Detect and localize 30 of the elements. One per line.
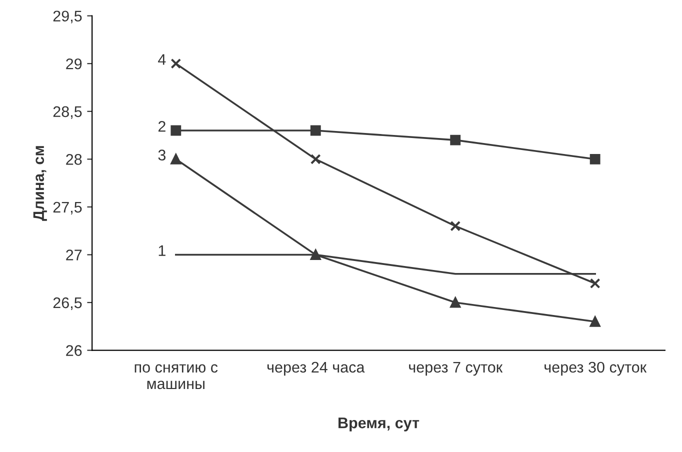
y-tick-label: 29,5 — [53, 10, 82, 24]
point — [310, 125, 321, 136]
point — [310, 154, 321, 164]
point — [310, 250, 321, 260]
point — [170, 58, 182, 69]
point — [590, 154, 600, 164]
point — [170, 125, 182, 136]
y-tick-label: 28,5 — [53, 106, 82, 119]
x-axis-title: Время, сут — [338, 418, 420, 432]
series-label: 4 — [158, 54, 166, 65]
series-label: 3 — [158, 150, 166, 160]
y-tick-label: 27,5 — [53, 202, 82, 214]
y-tick-label: 29 — [66, 58, 82, 70]
series-label: 1 — [158, 245, 166, 256]
y-tick-label: 28 — [66, 154, 82, 165]
y-tick-label: 26,5 — [53, 297, 82, 310]
x-tick-label: через 24 часа — [267, 362, 365, 376]
x-tick-label: по снятию с машины — [134, 364, 218, 390]
point — [450, 134, 461, 146]
point — [170, 154, 182, 164]
point — [450, 220, 461, 232]
point — [450, 297, 461, 308]
x-tick-label: через 30 суток — [544, 362, 647, 376]
x-tick-label: через 7 суток — [409, 362, 503, 376]
point — [590, 316, 600, 327]
y-tick-label: 27 — [66, 250, 82, 260]
point — [590, 278, 600, 289]
y-tick-label: 26 — [66, 345, 82, 356]
y-axis-title: Длина, см — [33, 146, 47, 221]
series-label: 2 — [158, 121, 166, 132]
